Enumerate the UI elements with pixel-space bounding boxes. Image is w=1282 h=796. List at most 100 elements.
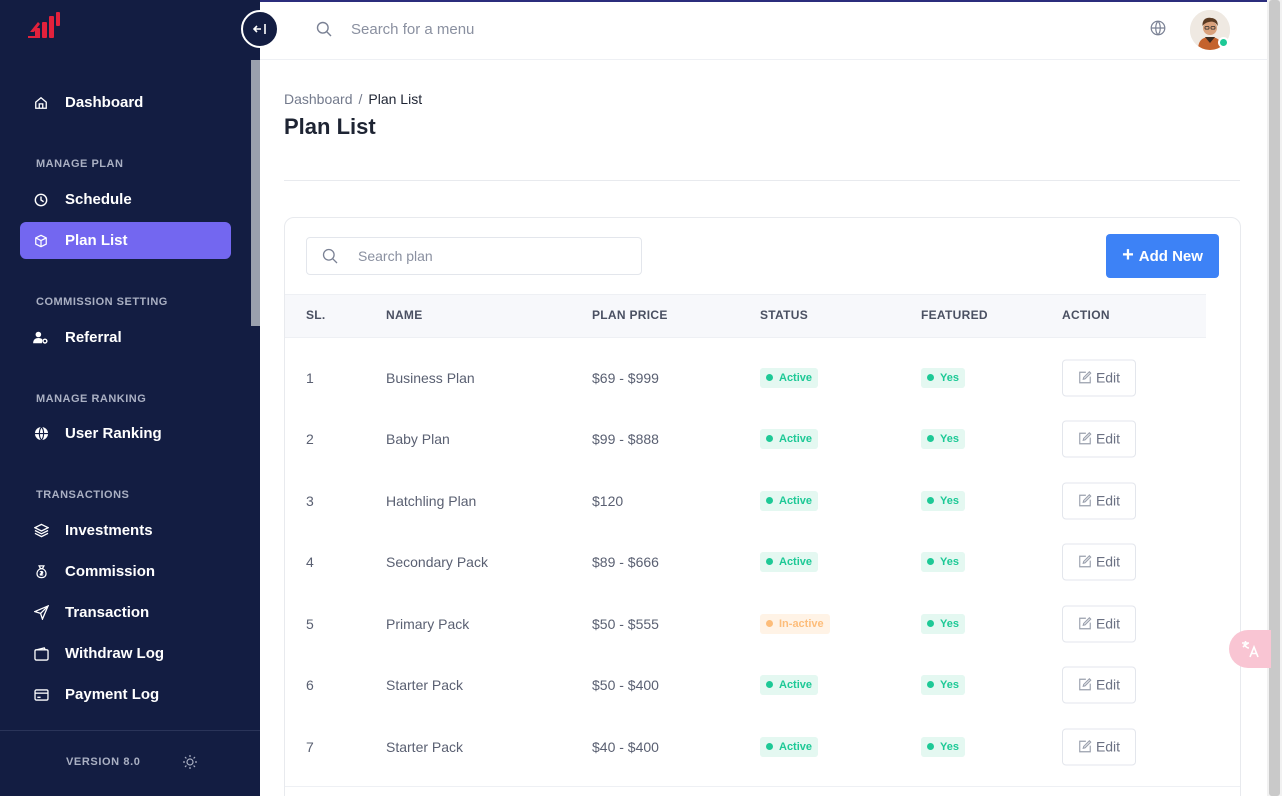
menu-search-input[interactable] bbox=[351, 18, 751, 40]
sidebar-item-schedule[interactable]: Schedule bbox=[20, 181, 231, 218]
plan-search-box[interactable] bbox=[306, 237, 642, 275]
add-new-button[interactable]: + Add New bbox=[1106, 234, 1219, 278]
layers-icon bbox=[33, 523, 49, 539]
wallet-icon bbox=[33, 646, 49, 662]
cell-name: Hatchling Plan bbox=[386, 492, 477, 509]
cell-price: $50 - $400 bbox=[592, 676, 659, 693]
sidebar-item-commission[interactable]: Commission bbox=[20, 553, 231, 590]
cell-sl: 7 bbox=[306, 738, 314, 755]
edit-icon bbox=[1079, 617, 1092, 630]
featured-badge: Yes bbox=[921, 551, 965, 572]
plan-search-input[interactable] bbox=[358, 247, 628, 265]
cell-name: Starter Pack bbox=[386, 738, 464, 755]
version-label: VERSION 8.0 bbox=[66, 756, 141, 768]
section-manage-plan: MANAGE PLAN bbox=[36, 158, 124, 170]
cell-price: $69 - $999 bbox=[592, 369, 659, 386]
edit-icon bbox=[1079, 494, 1092, 507]
edit-button[interactable]: Edit bbox=[1062, 420, 1136, 457]
table-row: 3 Hatchling Plan $120 Active Yes Edit bbox=[285, 470, 1206, 531]
section-manage-ranking: MANAGE RANKING bbox=[36, 393, 147, 405]
featured-badge: Yes bbox=[921, 613, 965, 634]
column-header-plan-price: PLAN PRICE bbox=[592, 308, 668, 322]
sidebar-item-label: Transaction bbox=[65, 604, 150, 621]
sidebar-collapse-button[interactable] bbox=[241, 10, 279, 48]
edit-button[interactable]: Edit bbox=[1062, 728, 1136, 765]
add-new-label: Add New bbox=[1138, 247, 1203, 265]
user-gear-icon bbox=[33, 330, 49, 346]
status-badge: Active bbox=[760, 367, 819, 388]
sidebar-item-label: Withdraw Log bbox=[65, 645, 165, 662]
edit-label: Edit bbox=[1095, 553, 1121, 570]
cell-name: Starter Pack bbox=[386, 676, 464, 693]
edit-icon bbox=[1079, 740, 1092, 753]
edit-label: Edit bbox=[1095, 676, 1121, 693]
edit-button[interactable]: Edit bbox=[1062, 666, 1136, 703]
featured-badge: Yes bbox=[921, 490, 965, 511]
sidebar-item-label: Schedule bbox=[65, 191, 132, 208]
sidebar-item-investments[interactable]: Investments bbox=[20, 512, 231, 549]
sidebar-scrollbar[interactable] bbox=[251, 60, 260, 326]
user-avatar[interactable] bbox=[1190, 10, 1230, 50]
cell-sl: 2 bbox=[306, 430, 314, 447]
sidebar-item-user-ranking[interactable]: User Ranking bbox=[20, 415, 231, 452]
table-row: 1 Business Plan $69 - $999 Active Yes Edit bbox=[285, 347, 1206, 408]
table-row: 6 Starter Pack $50 - $400 Active Yes Edit bbox=[285, 654, 1206, 715]
sidebar-item-label: Dashboard bbox=[65, 94, 144, 111]
topbar-accent bbox=[260, 0, 1267, 2]
edit-icon bbox=[1079, 432, 1092, 445]
sidebar-item-label: Investments bbox=[65, 522, 153, 539]
cell-sl: 4 bbox=[306, 553, 314, 570]
sidebar-item-label: Commission bbox=[65, 563, 156, 580]
featured-badge: Yes bbox=[921, 428, 965, 449]
sidebar-item-payment-log[interactable]: Payment Log bbox=[20, 676, 231, 713]
translate-icon bbox=[1242, 641, 1259, 658]
status-badge: In-active bbox=[760, 613, 830, 634]
page-title: Plan List bbox=[284, 114, 376, 139]
cell-sl: 1 bbox=[306, 369, 314, 386]
collapse-arrow-icon bbox=[253, 24, 266, 34]
sun-icon[interactable] bbox=[182, 754, 198, 770]
cell-name: Primary Pack bbox=[386, 615, 470, 632]
table-row: 7 Starter Pack $40 - $400 Active Yes Edit bbox=[285, 716, 1206, 777]
table-row: 2 Baby Plan $99 - $888 Active Yes Edit bbox=[285, 408, 1206, 469]
column-header-featured: FEATURED bbox=[921, 308, 988, 322]
featured-badge: Yes bbox=[921, 674, 965, 695]
breadcrumb-separator: / bbox=[358, 91, 363, 107]
sidebar-item-withdraw-log[interactable]: Withdraw Log bbox=[20, 635, 231, 672]
cell-name: Secondary Pack bbox=[386, 553, 488, 570]
breadcrumb: Dashboard / Plan List bbox=[284, 91, 422, 107]
edit-button[interactable]: Edit bbox=[1062, 359, 1136, 396]
breadcrumb-link-dashboard[interactable]: Dashboard bbox=[284, 91, 353, 107]
edit-button[interactable]: Edit bbox=[1062, 543, 1136, 580]
edit-icon bbox=[1079, 371, 1092, 384]
status-badge: Active bbox=[760, 674, 819, 695]
sidebar-item-transaction[interactable]: Transaction bbox=[20, 594, 231, 631]
page-scrollbar-thumb[interactable] bbox=[1269, 0, 1280, 796]
brand-logo[interactable] bbox=[26, 10, 70, 42]
sidebar-item-referral[interactable]: Referral bbox=[20, 319, 231, 356]
table-row: 4 Secondary Pack $89 - $666 Active Yes Edit bbox=[285, 531, 1206, 592]
column-header-sl: SL. bbox=[306, 308, 326, 322]
edit-button[interactable]: Edit bbox=[1062, 482, 1136, 519]
sidebar-item-label: Payment Log bbox=[65, 686, 160, 703]
translate-button[interactable] bbox=[1229, 630, 1271, 668]
edit-label: Edit bbox=[1095, 492, 1121, 509]
sidebar-item-label: Referral bbox=[65, 329, 122, 346]
sidebar-item-dashboard[interactable]: Dashboard bbox=[20, 84, 231, 121]
table-row: 5 Primary Pack $50 - $555 In-active Yes Edit bbox=[285, 593, 1206, 654]
box-icon bbox=[33, 233, 49, 249]
cell-sl: 3 bbox=[306, 492, 314, 509]
sidebar-item-plan-list[interactable]: Plan List bbox=[20, 222, 231, 259]
edit-label: Edit bbox=[1095, 738, 1121, 755]
page-scrollbar[interactable] bbox=[1267, 0, 1282, 796]
featured-badge: Yes bbox=[921, 736, 965, 757]
cell-price: $89 - $666 bbox=[592, 553, 659, 570]
plus-icon: + bbox=[1122, 243, 1134, 266]
language-globe-icon[interactable] bbox=[1150, 20, 1166, 36]
featured-badge: Yes bbox=[921, 367, 965, 388]
title-divider bbox=[284, 180, 1240, 181]
globe-icon bbox=[33, 426, 49, 442]
money-bag-icon bbox=[33, 564, 49, 580]
edit-button[interactable]: Edit bbox=[1062, 605, 1136, 642]
online-status-dot bbox=[1218, 37, 1229, 48]
